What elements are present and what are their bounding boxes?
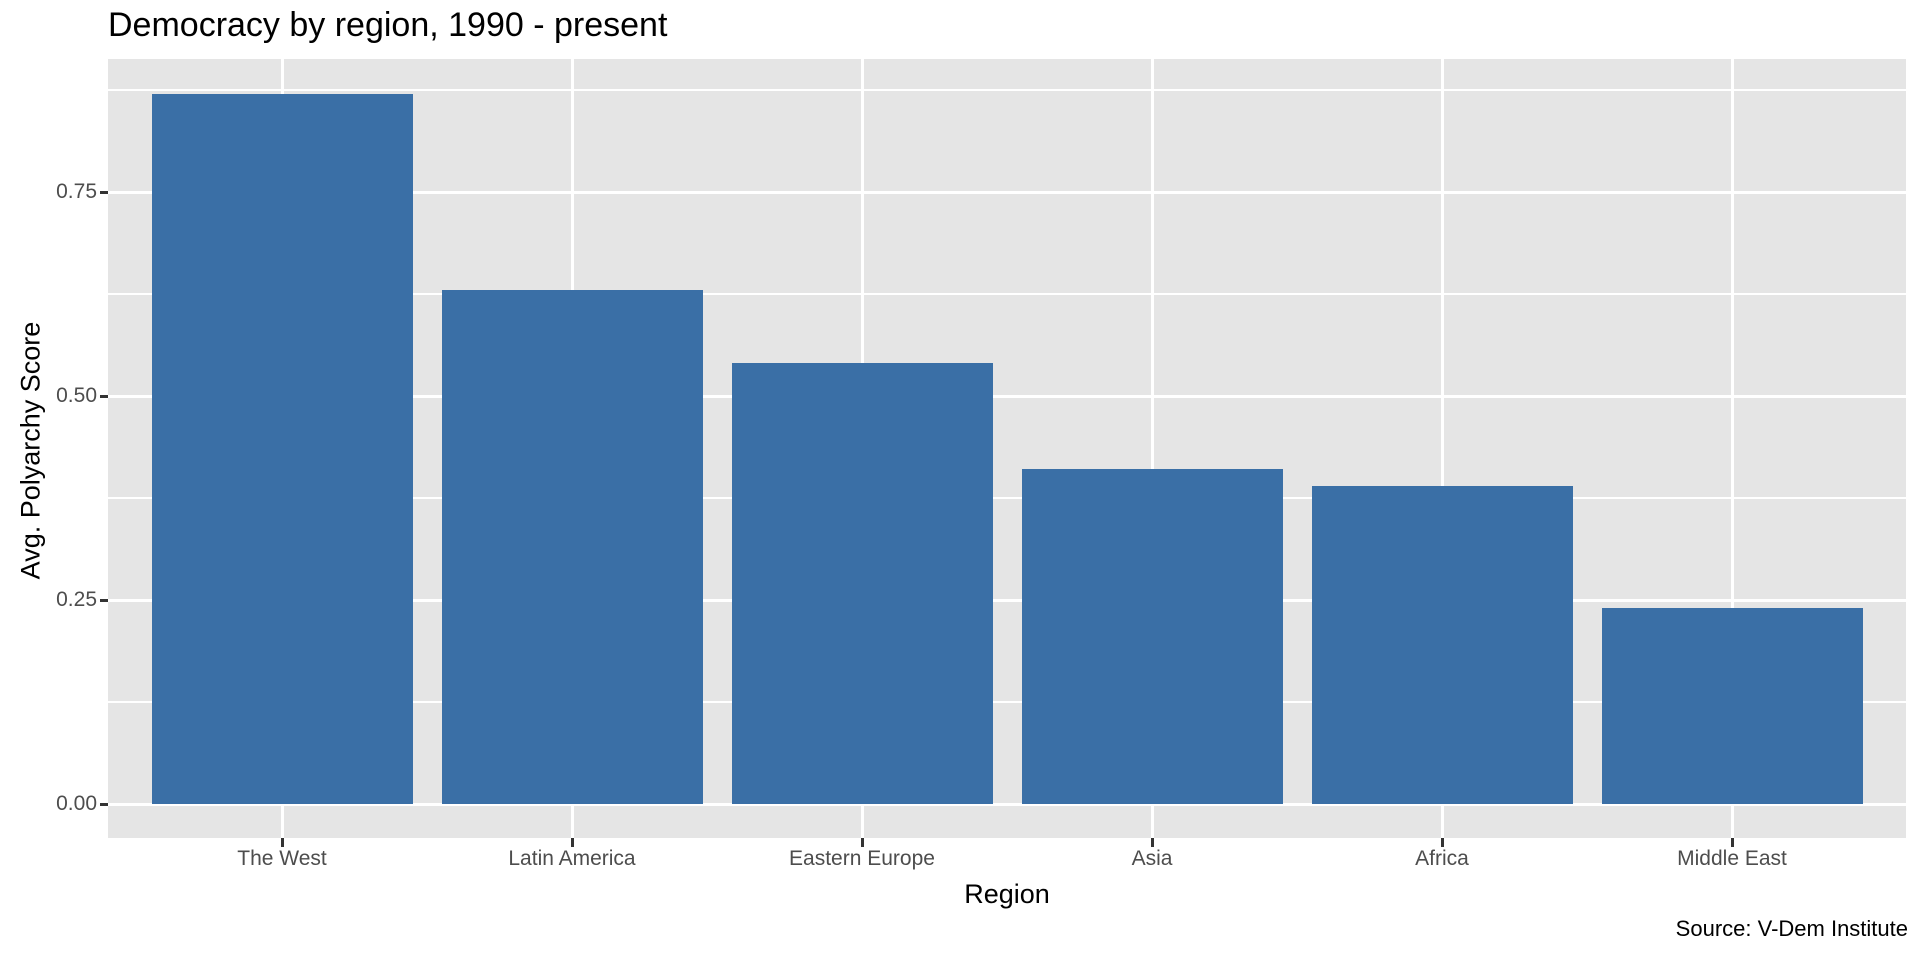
x-tick-label-the-west: The West xyxy=(237,847,327,870)
x-tick-label-middle-east: Middle East xyxy=(1677,847,1787,870)
major-gridline xyxy=(108,190,1906,194)
x-tick-mark xyxy=(570,838,574,847)
chart-title: Democracy by region, 1990 - present xyxy=(108,6,668,44)
major-gridline-vertical xyxy=(1440,59,1444,838)
y-tick-label: 0.00 xyxy=(56,792,97,815)
x-tick-mark xyxy=(860,838,864,847)
source-caption: Source: V-Dem Institute xyxy=(1675,916,1908,941)
bar-latin-america xyxy=(441,289,703,804)
bar-asia xyxy=(1021,469,1283,804)
y-tick-label: 0.50 xyxy=(56,384,97,407)
plot-panel xyxy=(108,59,1906,838)
y-tick-mark xyxy=(100,394,108,398)
x-axis-title: Region xyxy=(964,879,1050,909)
x-tick-mark xyxy=(280,838,284,847)
y-axis-title: Avg. Polyarchy Score xyxy=(15,321,46,580)
major-gridline-vertical xyxy=(1730,59,1734,838)
minor-gridline xyxy=(108,293,1906,295)
y-tick-label: 0.25 xyxy=(56,588,97,611)
x-tick-mark xyxy=(1730,838,1734,847)
bar-middle-east xyxy=(1601,608,1863,804)
bar-africa xyxy=(1311,485,1573,804)
y-tick-mark xyxy=(100,802,108,806)
x-tick-label-eastern-europe: Eastern Europe xyxy=(789,847,935,870)
y-tick-mark xyxy=(100,190,108,194)
x-tick-label-latin-america: Latin America xyxy=(508,847,636,870)
x-tick-mark xyxy=(1150,838,1154,847)
major-gridline xyxy=(108,598,1906,602)
minor-gridline xyxy=(108,497,1906,499)
minor-gridline xyxy=(108,89,1906,91)
x-tick-mark xyxy=(1440,838,1444,847)
y-tick-mark xyxy=(100,598,108,602)
x-tick-label-asia: Asia xyxy=(1131,847,1173,870)
major-gridline-vertical xyxy=(1150,59,1154,838)
major-gridline xyxy=(108,802,1906,806)
major-gridline xyxy=(108,394,1906,398)
y-tick-label: 0.75 xyxy=(56,180,97,203)
bar-eastern-europe xyxy=(731,363,993,804)
bar-the-west xyxy=(151,94,413,804)
minor-gridline xyxy=(108,701,1906,703)
x-tick-label-africa: Africa xyxy=(1415,847,1469,870)
